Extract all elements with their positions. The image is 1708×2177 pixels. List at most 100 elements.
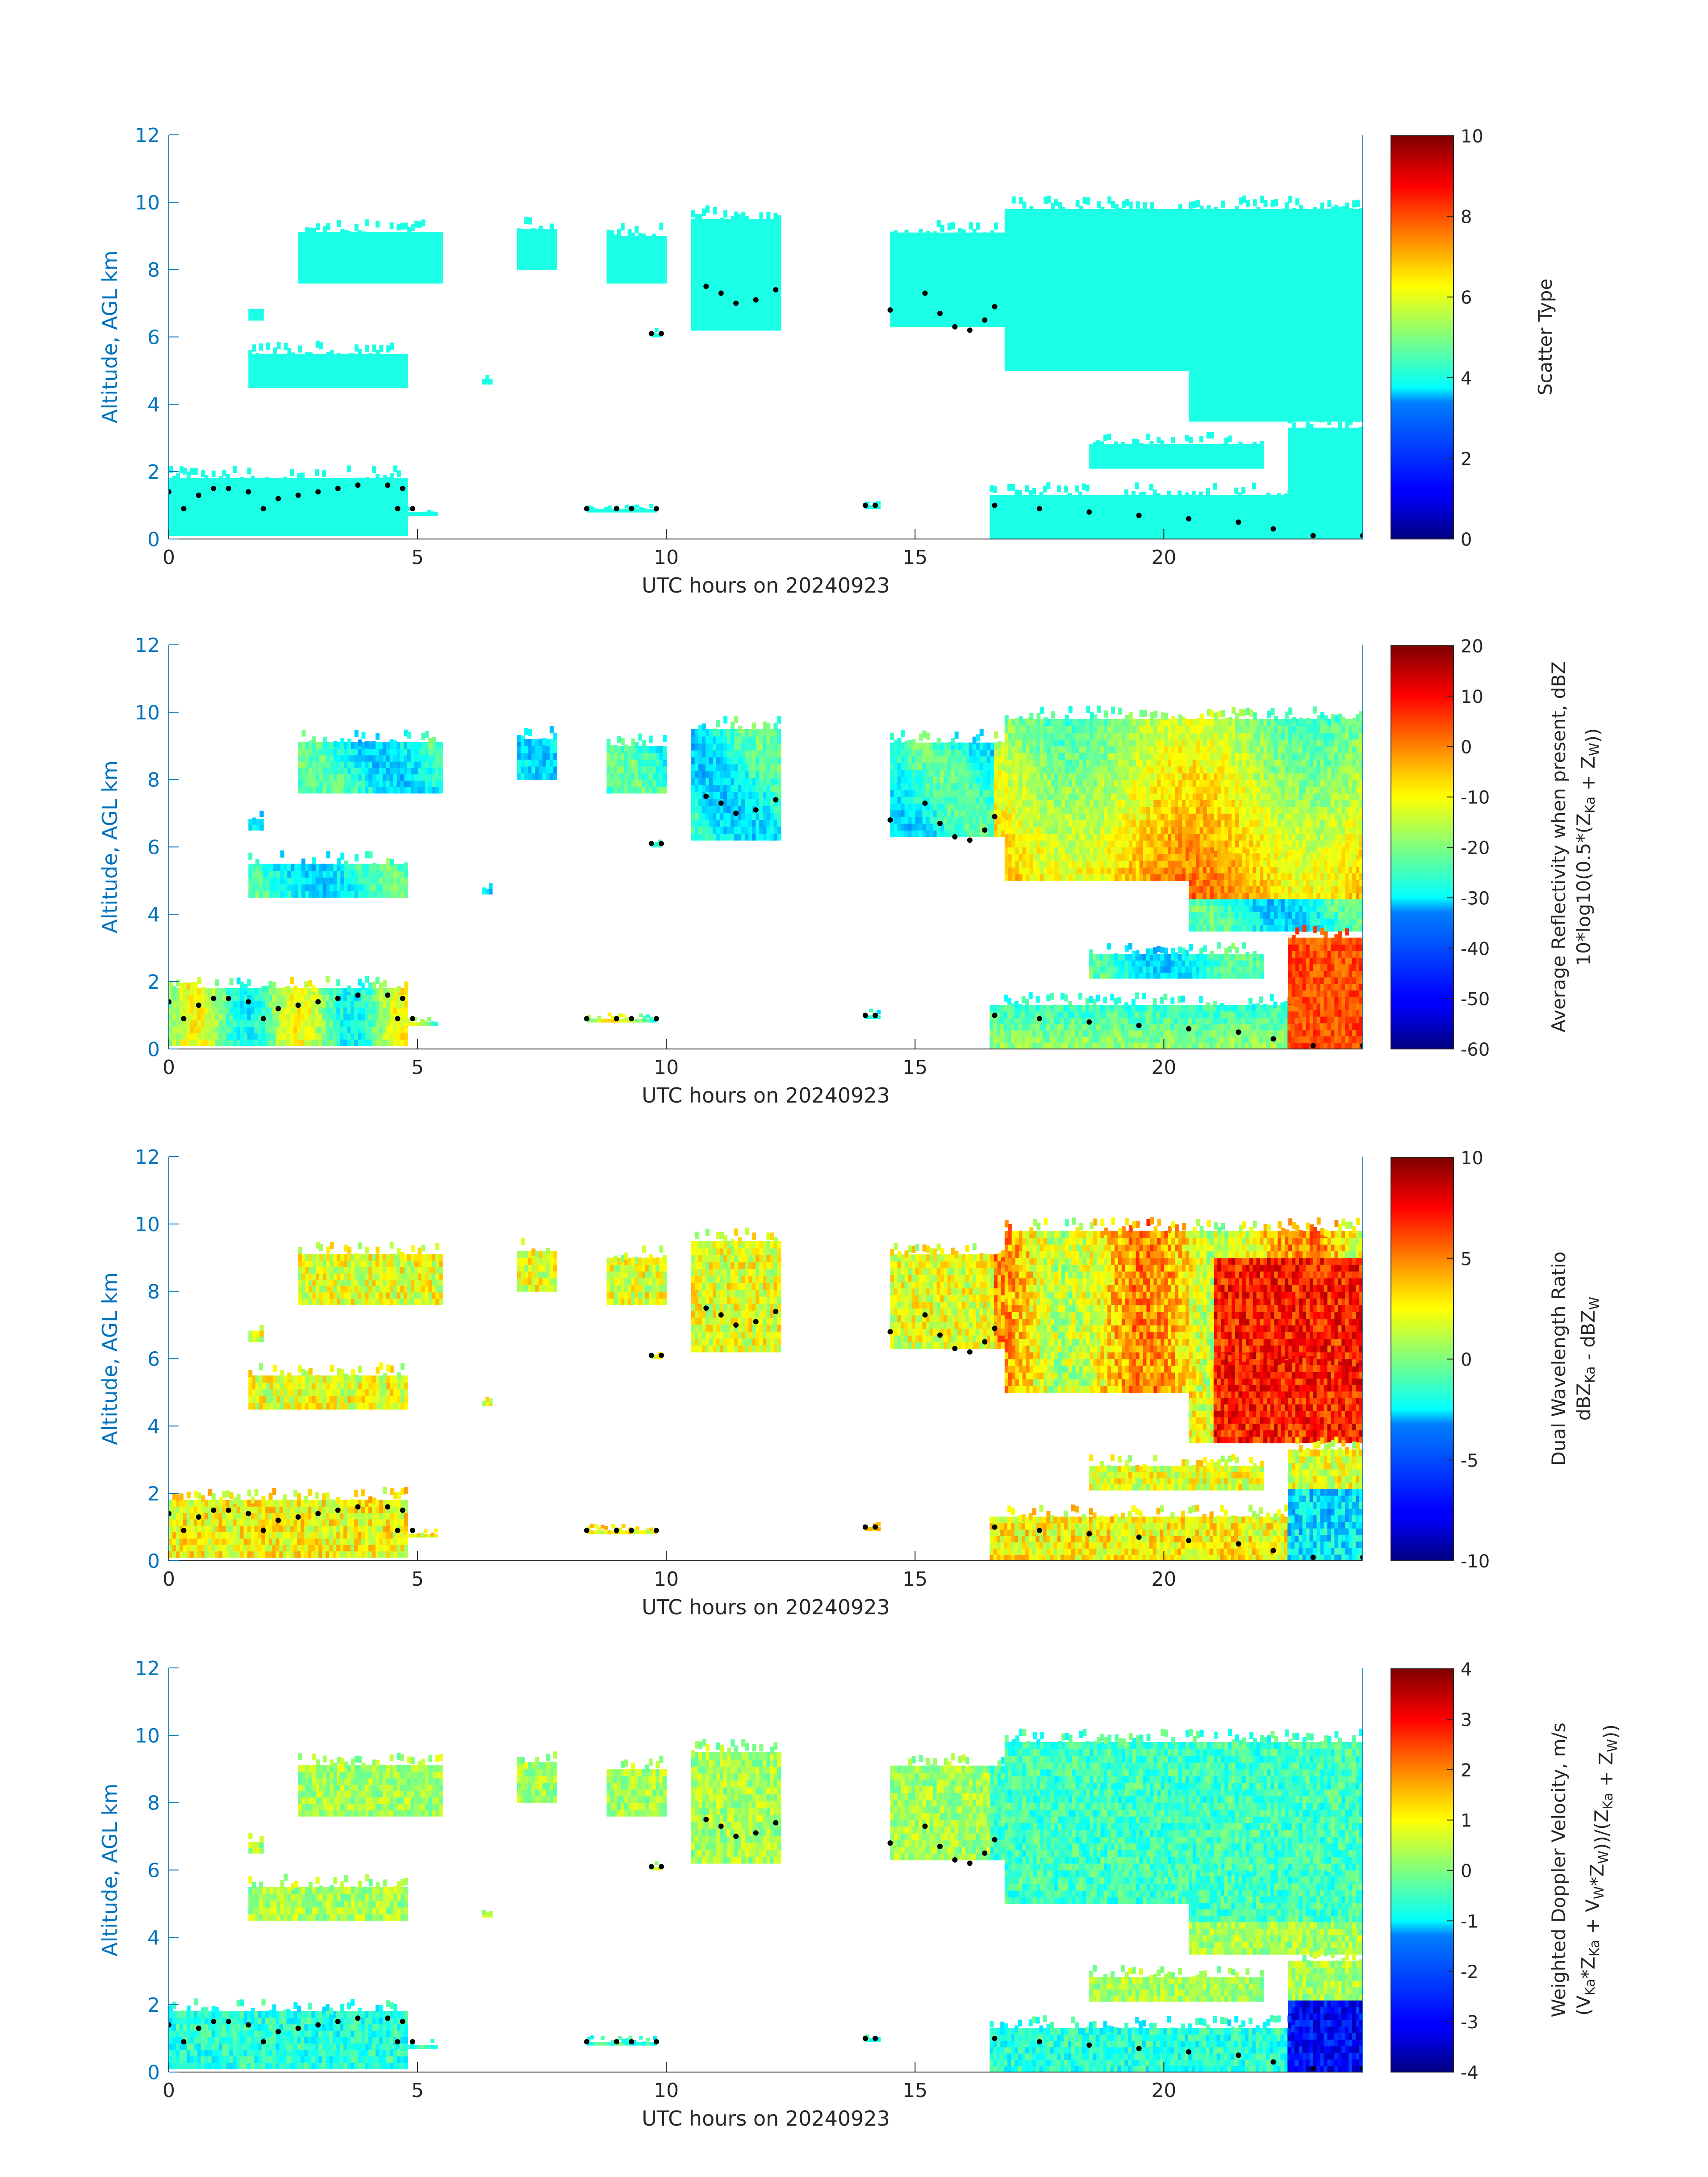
heatmap-cell: [1228, 242, 1232, 250]
heatmap-cell: [1026, 323, 1030, 331]
heatmap-cell: [777, 302, 781, 310]
heatmap-cell: [347, 516, 351, 523]
heatmap-cell: [904, 300, 909, 307]
heatmap-cell: [1057, 343, 1062, 351]
heatmap-cell: [983, 286, 987, 294]
heatmap-cell: [734, 233, 739, 241]
heatmap-cell: [255, 367, 260, 375]
heatmap-cell: [606, 242, 611, 250]
heatmap-cell: [1008, 330, 1012, 338]
heatmap-cell: [1352, 236, 1357, 243]
heatmap-cell: [322, 264, 327, 271]
heatmap-cell: [1285, 216, 1289, 223]
heatmap-cell: [1239, 283, 1243, 290]
heatmap-cell: [1015, 229, 1019, 237]
heatmap-cell: [1146, 263, 1151, 270]
heatmap-cell: [368, 276, 373, 284]
heatmap-cell: [1203, 242, 1207, 250]
heatmap-cell: [1220, 389, 1225, 396]
heatmap-cell: [333, 497, 337, 504]
heatmap-cell: [372, 344, 376, 352]
heatmap-cell: [1278, 283, 1282, 290]
heatmap-cell: [698, 295, 702, 303]
heatmap-cell: [340, 491, 344, 498]
heatmap-cell: [1217, 401, 1221, 409]
heatmap-cell: [290, 529, 294, 536]
heatmap-cell: [1097, 201, 1101, 209]
heatmap-cell: [741, 247, 746, 255]
heatmap-cell: [1153, 310, 1158, 318]
heatmap-cell: [1185, 269, 1190, 277]
heatmap-cell: [731, 281, 735, 289]
heatmap-cell: [1157, 236, 1161, 243]
heatmap-cell: [309, 264, 313, 271]
heatmap-cell: [1263, 216, 1268, 223]
heatmap-cell: [1086, 323, 1090, 331]
heatmap-cell: [1026, 209, 1030, 216]
heatmap-cell: [1203, 382, 1207, 389]
heatmap-cell: [290, 503, 294, 511]
heatmap-cell: [1139, 256, 1144, 263]
heatmap-cell: [1260, 283, 1264, 290]
heatmap-cell: [517, 263, 522, 270]
heatmap-cell: [305, 374, 309, 381]
heatmap-cell: [375, 516, 380, 523]
heatmap-cell: [382, 264, 387, 271]
heatmap-cell: [379, 478, 383, 485]
heatmap-cell: [1199, 343, 1203, 350]
heatmap-cell: [1185, 236, 1190, 243]
heatmap-cell: [226, 510, 230, 517]
heatmap-cell: [1217, 297, 1222, 304]
heatmap-cell: [372, 484, 376, 492]
heatmap-cell: [1015, 256, 1019, 263]
heatmap-cell: [983, 259, 987, 267]
heatmap-cell: [1061, 276, 1065, 284]
heatmap-cell: [308, 529, 312, 536]
heatmap-cell: [1292, 283, 1296, 290]
heatmap-cell: [1249, 289, 1253, 297]
heatmap-cell: [731, 288, 735, 296]
heatmap-cell: [1150, 256, 1154, 263]
heatmap-cell: [1274, 303, 1278, 311]
heatmap-cell: [1171, 330, 1176, 338]
heatmap-cell: [393, 529, 397, 536]
heatmap-cell: [1210, 289, 1215, 297]
heatmap-cell: [1065, 364, 1069, 371]
heatmap-cell: [410, 232, 415, 239]
heatmap-cell: [1019, 317, 1023, 324]
heatmap-cell: [1029, 289, 1034, 297]
heatmap-cell: [358, 257, 362, 265]
heatmap-cell: [1125, 310, 1129, 318]
heatmap-cell: [1090, 276, 1094, 284]
heatmap-cell: [1349, 310, 1353, 318]
heatmap-cell: [1203, 414, 1207, 422]
heatmap-cell: [354, 374, 359, 381]
heatmap-cell: [1093, 276, 1098, 284]
heatmap-cell: [312, 238, 317, 246]
heatmap-cell: [1164, 242, 1169, 250]
heatmap-cell: [528, 242, 532, 250]
heatmap-cell: [365, 354, 369, 361]
heatmap-cell: [759, 288, 764, 296]
heatmap-cell: [386, 270, 390, 277]
heatmap-cell: [1359, 242, 1363, 250]
heatmap-cell: [1061, 229, 1065, 237]
heatmap-cell: [969, 266, 973, 274]
heatmap-cell: [1097, 343, 1101, 351]
heatmap-cell: [894, 286, 898, 294]
heatmap-cell: [1242, 236, 1246, 243]
heatmap-cell: [698, 240, 702, 248]
heatmap-cell: [723, 226, 728, 234]
heatmap-cell: [400, 522, 405, 530]
heatmap-cell: [262, 380, 267, 388]
heatmap-cell: [298, 367, 302, 375]
heatmap-cell: [1047, 222, 1052, 230]
heatmap-cell: [969, 313, 973, 321]
heatmap-cell: [400, 245, 405, 252]
heatmap-cell: [1220, 356, 1225, 364]
heatmap-cell: [208, 497, 212, 504]
heatmap-cell: [994, 280, 998, 287]
heatmap-cell: [1022, 357, 1027, 364]
heatmap-cell: [1309, 269, 1314, 277]
heatmap-cell: [1040, 276, 1044, 284]
